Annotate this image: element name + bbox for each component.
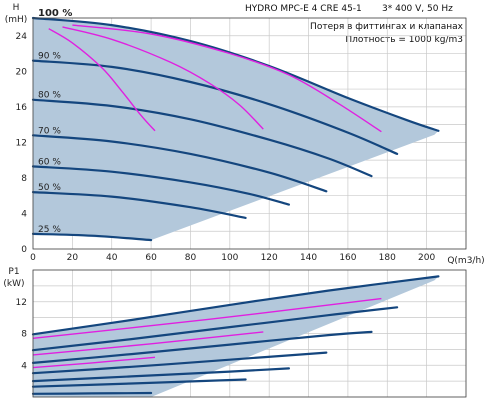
speed-label-100: 100 % xyxy=(38,8,72,19)
speed-label-25: 25 % xyxy=(38,225,61,235)
speed-curve-60 xyxy=(31,165,290,206)
loss-curve-1 xyxy=(48,28,156,132)
loss-curve-3 xyxy=(72,24,382,133)
loss-curve-2 xyxy=(62,26,264,130)
chart-title: HYDRO MPC-E 4 CRE 45-1 xyxy=(245,4,362,14)
x-tick-label: 200 xyxy=(418,253,435,263)
y-tick-label: 24 xyxy=(16,32,28,42)
power-axis-unit: (kW) xyxy=(3,279,24,289)
speed-label-70: 70 % xyxy=(38,126,61,136)
x-tick-label: 180 xyxy=(379,253,396,263)
power-axis-title: P1 xyxy=(8,267,19,277)
y-tick-label: 12 xyxy=(16,138,27,148)
x-tick-label: 140 xyxy=(300,253,317,263)
loss-curve-2 xyxy=(32,331,264,356)
speed-label-60: 60 % xyxy=(38,157,61,167)
annotation-density: Плотность = 1000 kg/m3 xyxy=(345,35,463,45)
speed-curve-60 xyxy=(31,367,290,383)
speed-curve-80 xyxy=(31,98,373,178)
loss-curve-1 xyxy=(32,356,156,369)
speed-curve-90 xyxy=(31,306,399,352)
power-panel: 4 8 12 xyxy=(16,269,467,398)
y-tick-label: 8 xyxy=(21,174,27,184)
x-tick-label: 120 xyxy=(261,253,278,263)
y-tick-label: 8 xyxy=(21,330,27,340)
y-tick-label: 12 xyxy=(16,298,27,308)
speed-curve-70 xyxy=(31,351,328,375)
x-tick-label: 20 xyxy=(67,253,79,263)
speed-curve-50 xyxy=(31,378,247,388)
speed-curve-90 xyxy=(31,59,399,155)
y-tick-label: 16 xyxy=(16,103,28,113)
y-tick-label: 20 xyxy=(16,67,28,77)
x-tick-label: 0 xyxy=(30,253,36,263)
operating-area xyxy=(33,18,439,241)
head-panel: 0 4 8 12 16 20 24 0 20 40 60 80 100 120 140 160 180 200 10… xyxy=(16,8,467,263)
speed-label-50: 50 % xyxy=(38,183,61,193)
x-tick-label: 60 xyxy=(145,253,157,263)
y-tick-label: 4 xyxy=(21,361,27,371)
loss-curve-3 xyxy=(32,297,382,339)
speed-curve-100 xyxy=(31,275,440,336)
y-tick-label: 0 xyxy=(21,245,27,255)
annotation-fittings-losses: Потеря в фиттингах и клапанах xyxy=(310,22,464,32)
x-tick-label: 100 xyxy=(221,253,238,263)
y-tick-label: 4 xyxy=(21,209,27,219)
speed-curve-50 xyxy=(31,191,247,219)
speed-curve-25 xyxy=(31,391,153,395)
head-axis-unit: (mH) xyxy=(5,15,28,25)
head-axis-title: H xyxy=(13,3,20,13)
x-tick-label: 40 xyxy=(106,253,118,263)
plot-frame xyxy=(32,17,467,250)
x-tick-label: 160 xyxy=(339,253,356,263)
plot-frame xyxy=(32,269,467,398)
speed-curve-25 xyxy=(31,232,153,242)
speed-label-90: 90 % xyxy=(38,52,61,62)
speed-curve-70 xyxy=(31,134,328,193)
chart-title-note: 3* 400 V, 50 Hz xyxy=(382,4,453,14)
speed-label-80: 80 % xyxy=(38,91,61,101)
x-tick-label: 80 xyxy=(185,253,197,263)
speed-curve-80 xyxy=(31,330,373,364)
flow-axis-title: Q(m3/h) xyxy=(447,256,484,266)
